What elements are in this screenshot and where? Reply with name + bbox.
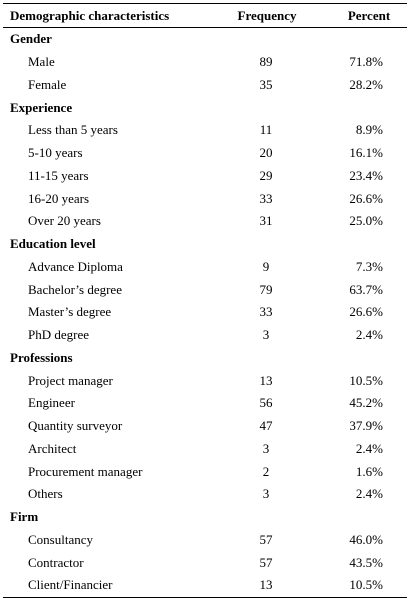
row-frequency: 9	[262, 258, 270, 274]
table-row: PhD degree 3 2.4%	[3, 324, 407, 347]
demographics-table-container: Demographic characteristics Frequency Pe…	[3, 3, 407, 598]
row-frequency: 20	[259, 145, 273, 161]
row-percent: 45.2%	[349, 395, 383, 411]
table-row: Quantity surveyor 47 37.9%	[3, 415, 407, 438]
section-title: Experience	[10, 99, 73, 115]
table-row: Consultancy 57 46.0%	[3, 529, 407, 552]
row-frequency: 2	[262, 463, 270, 479]
table-row: 16-20 years 33 26.6%	[3, 187, 407, 210]
row-label: 16-20 years	[28, 190, 90, 206]
row-label: Others	[28, 486, 63, 502]
section-header-row: Education level	[3, 233, 407, 256]
row-percent: 37.9%	[349, 418, 383, 434]
row-percent: 1.6%	[355, 463, 383, 479]
row-percent: 10.5%	[321, 574, 407, 598]
table-row: Female 35 28.2%	[3, 74, 407, 97]
row-frequency: 79	[259, 281, 273, 297]
row-percent: 25.0%	[349, 213, 383, 229]
row-label: Procurement manager	[28, 463, 143, 479]
row-percent: 23.4%	[349, 167, 383, 183]
row-label: Male	[28, 54, 55, 70]
table-body: Gender Male 89 71.8% Female 35 28.2% Experience…	[3, 28, 407, 598]
table-row: Procurement manager 2 1.6%	[3, 460, 407, 483]
row-frequency: 89	[259, 54, 273, 70]
row-frequency: 13	[221, 574, 321, 598]
section-header-row: Professions	[3, 347, 407, 370]
row-frequency: 57	[259, 554, 273, 570]
row-label: Client/Financier	[3, 574, 221, 598]
row-label: Female	[28, 76, 67, 92]
row-frequency: 35	[259, 76, 273, 92]
row-percent: 26.6%	[349, 304, 383, 320]
row-percent: 10.5%	[349, 372, 383, 388]
row-frequency: 31	[259, 213, 273, 229]
row-frequency: 3	[262, 327, 270, 343]
section-title: Gender	[10, 31, 52, 47]
table-row: Less than 5 years 11 8.9%	[3, 119, 407, 142]
row-label: Project manager	[28, 372, 113, 388]
section-title: Firm	[10, 509, 39, 525]
row-frequency: 57	[259, 531, 273, 547]
table-row: Bachelor’s degree 79 63.7%	[3, 278, 407, 301]
row-frequency: 11	[259, 122, 273, 138]
table-row: 5-10 years 20 16.1%	[3, 142, 407, 165]
table-row: 11-15 years 29 23.4%	[3, 165, 407, 188]
header-frequency: Frequency	[221, 3, 321, 28]
row-percent: 2.4%	[355, 486, 383, 502]
row-label: Advance Diploma	[28, 258, 123, 274]
row-percent: 7.3%	[355, 258, 383, 274]
demographics-table: Demographic characteristics Frequency Pe…	[3, 3, 407, 598]
section-header-row: Firm	[3, 506, 407, 529]
row-label: Engineer	[28, 395, 75, 411]
row-label: Quantity surveyor	[28, 418, 123, 434]
row-frequency: 3	[262, 486, 270, 502]
row-frequency: 3	[262, 440, 270, 456]
row-percent: 8.9%	[355, 122, 383, 138]
row-label: Contractor	[28, 554, 84, 570]
table-row: Architect 3 2.4%	[3, 438, 407, 461]
table-row: Master’s degree 33 26.6%	[3, 301, 407, 324]
table-row: Others 3 2.4%	[3, 483, 407, 506]
row-frequency: 33	[259, 190, 273, 206]
row-percent: 63.7%	[349, 281, 383, 297]
header-demographic-characteristics: Demographic characteristics	[3, 3, 221, 28]
row-label: Over 20 years	[28, 213, 101, 229]
row-percent: 46.0%	[349, 531, 383, 547]
table-row: Project manager 13 10.5%	[3, 369, 407, 392]
table-row: Over 20 years 31 25.0%	[3, 210, 407, 233]
row-frequency: 13	[259, 372, 273, 388]
table-row: Client/Financier 13 10.5%	[3, 574, 407, 598]
row-percent: 16.1%	[349, 145, 383, 161]
row-label: Consultancy	[28, 531, 93, 547]
table-row: Contractor 57 43.5%	[3, 551, 407, 574]
row-label: Architect	[28, 440, 77, 456]
row-label: Bachelor’s degree	[28, 281, 122, 297]
row-label: 5-10 years	[28, 145, 83, 161]
row-percent: 28.2%	[349, 76, 383, 92]
row-percent: 71.8%	[349, 54, 383, 70]
table-row: Male 89 71.8%	[3, 51, 407, 74]
section-title: Education level	[10, 236, 96, 252]
row-frequency: 29	[259, 167, 273, 183]
section-header-row: Experience	[3, 96, 407, 119]
table-header-row: Demographic characteristics Frequency Pe…	[3, 3, 407, 28]
row-percent: 2.4%	[355, 327, 383, 343]
section-header-row: Gender	[3, 28, 407, 51]
section-title: Professions	[10, 349, 73, 365]
row-frequency: 33	[259, 304, 273, 320]
row-frequency: 56	[259, 395, 273, 411]
header-percent: Percent	[321, 3, 407, 28]
table-row: Engineer 56 45.2%	[3, 392, 407, 415]
row-label: 11-15 years	[28, 167, 89, 183]
row-percent: 2.4%	[355, 440, 383, 456]
row-frequency: 47	[259, 418, 273, 434]
table-row: Advance Diploma 9 7.3%	[3, 256, 407, 279]
row-label: Less than 5 years	[28, 122, 118, 138]
row-label: Master’s degree	[28, 304, 112, 320]
row-label: PhD degree	[28, 327, 90, 343]
row-percent: 26.6%	[349, 190, 383, 206]
row-percent: 43.5%	[349, 554, 383, 570]
